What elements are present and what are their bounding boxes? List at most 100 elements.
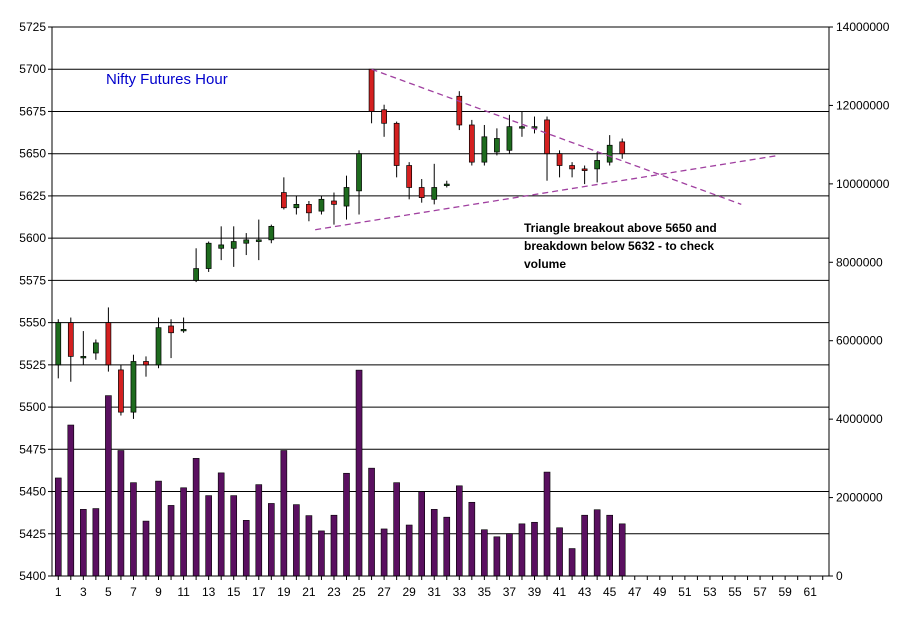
candle-body — [318, 198, 325, 212]
volume-bar — [506, 533, 513, 577]
price-tick-label: 5575 — [19, 273, 46, 287]
candle-body — [218, 244, 225, 249]
candle-body — [381, 109, 387, 124]
volume-bar — [280, 450, 288, 577]
x-tick-label: 45 — [603, 585, 617, 599]
volume-bar — [405, 524, 413, 577]
volume-bar — [318, 530, 325, 577]
candle-body — [594, 160, 601, 170]
volume-bar — [493, 536, 501, 577]
x-tick-label: 33 — [453, 585, 467, 599]
candle-body — [431, 187, 438, 200]
x-tick-label: 27 — [377, 585, 391, 599]
candle-body — [93, 342, 99, 354]
x-tick-label: 51 — [678, 585, 692, 599]
volume-bar — [606, 514, 613, 577]
candle-body — [67, 322, 74, 357]
volume-bar — [230, 495, 238, 577]
trendline — [315, 154, 779, 231]
candle-body — [268, 225, 275, 241]
trendlines — [315, 68, 779, 231]
volume-bar — [305, 515, 313, 577]
volume-bar — [155, 480, 162, 577]
volume-tick-label: 0 — [836, 569, 843, 583]
volume-bar — [167, 505, 175, 577]
candle-body — [155, 327, 162, 366]
candle-body — [331, 200, 337, 205]
candle-body — [168, 325, 174, 334]
volume-bar — [581, 514, 588, 577]
x-tick-label: 25 — [352, 585, 366, 599]
x-tick-label: 57 — [753, 585, 767, 599]
candle-body — [406, 165, 413, 188]
candlesticks — [55, 68, 626, 419]
volume-tick-label: 12000000 — [836, 98, 890, 112]
price-tick-label: 5650 — [19, 147, 46, 161]
volume-bar — [368, 467, 375, 577]
volume-bar — [355, 369, 363, 577]
price-axis: 5400 5425 5450 5475 5500 5525 5550 5575 5600 5625… — [19, 20, 52, 583]
price-tick-label: 5700 — [19, 62, 46, 76]
volume-bar — [418, 491, 426, 577]
price-tick-label: 5425 — [19, 527, 46, 541]
candle-body — [581, 168, 588, 171]
annotation-note: Triangle breakout above 5650 and breakdo… — [524, 221, 720, 271]
volume-bar — [593, 509, 601, 577]
volume-tick-label: 6000000 — [836, 334, 883, 348]
volume-bar — [80, 509, 87, 577]
candle-body — [519, 126, 525, 129]
candle-body — [468, 124, 475, 163]
trendline — [371, 68, 742, 205]
x-tick-label: 31 — [428, 585, 442, 599]
x-tick-label: 5 — [105, 585, 112, 599]
volume-bar — [67, 424, 75, 577]
volume-bar — [205, 495, 212, 577]
price-tick-label: 5475 — [19, 442, 46, 456]
candle-body — [280, 192, 287, 209]
candle-body — [368, 68, 375, 112]
annotation-line-3: volume — [524, 257, 566, 271]
annotation-line-2: breakdown below 5632 - to check — [524, 239, 714, 253]
volume-bar — [455, 485, 463, 577]
x-tick-label: 7 — [130, 585, 137, 599]
x-tick-label: 59 — [778, 585, 792, 599]
volume-bar — [330, 514, 338, 577]
volume-bar — [180, 487, 187, 577]
candle-body — [356, 153, 362, 192]
volume-tick-label: 10000000 — [836, 177, 890, 191]
candle-body — [230, 241, 237, 249]
x-tick-label: 39 — [528, 585, 542, 599]
x-tick-label: 11 — [177, 585, 190, 599]
x-tick-label: 17 — [252, 585, 266, 599]
volume-bar — [130, 482, 137, 577]
volume-bar — [468, 501, 476, 577]
volume-bar — [217, 472, 225, 577]
candle-body — [506, 126, 513, 151]
candle-body — [481, 136, 488, 163]
volume-bar — [618, 523, 626, 577]
volume-tick-label: 2000000 — [836, 491, 883, 505]
volume-bar — [568, 548, 576, 577]
price-tick-label: 5450 — [19, 485, 46, 499]
plot-frame — [51, 26, 830, 577]
x-tick-label: 61 — [804, 585, 818, 599]
candle-body — [118, 369, 124, 413]
candle-body — [494, 138, 500, 153]
x-tick-label: 55 — [728, 585, 742, 599]
candle-body — [544, 119, 550, 155]
candle-body — [193, 268, 199, 281]
volume-axis: 0 2000000 4000000 6000000 8000000 10000000 120… — [829, 20, 890, 583]
volume-bar — [531, 521, 538, 577]
candle-body — [105, 322, 112, 366]
volume-bar — [92, 508, 100, 577]
volume-bar — [380, 528, 388, 577]
candle-body — [569, 165, 575, 170]
volume-bar — [255, 484, 263, 577]
volume-bar — [481, 529, 488, 577]
x-axis: 1 3 5 7 9 11 13 15 17 19 21 23 25 27 29 31 33 35 37 39 41 43 4… — [55, 576, 824, 599]
volume-tick-label: 8000000 — [836, 255, 883, 269]
candle-body — [606, 144, 613, 163]
volume-bar — [242, 520, 250, 577]
volume-bar — [543, 471, 551, 577]
